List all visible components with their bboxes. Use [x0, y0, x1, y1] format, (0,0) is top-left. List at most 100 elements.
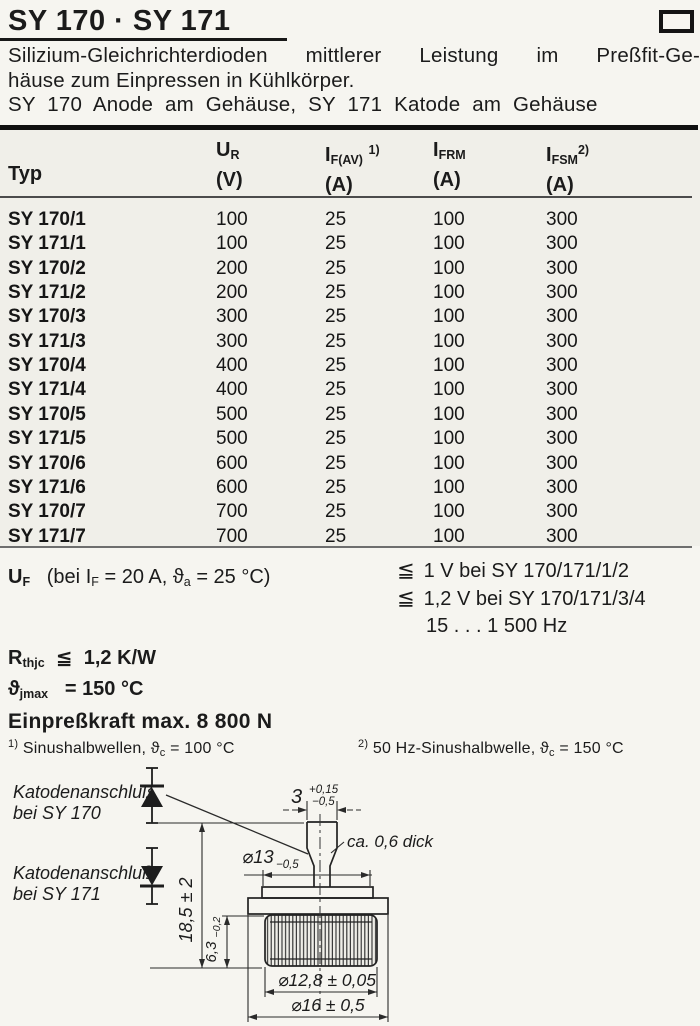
cell-typ: SY 171/1	[8, 233, 86, 255]
subscript: FSM	[551, 153, 578, 167]
cell-ifav: 25	[325, 379, 347, 401]
subscript: R	[230, 148, 240, 162]
cell-ur: 500	[216, 403, 248, 425]
cell-ifrm: 100	[433, 379, 465, 401]
cell-typ: SY 170/3	[8, 306, 86, 328]
cell-ur: 100	[216, 209, 248, 230]
cell-ifrm: 100	[433, 525, 465, 547]
cell-ur: 700	[216, 501, 248, 523]
footnote-text: Sinushalbwellen,	[22, 740, 147, 757]
subscript: F(AV)	[330, 153, 363, 167]
uf-eq2: = 25 °C)	[196, 566, 271, 588]
dimension-disc-diameter	[244, 870, 372, 886]
case-outline-icon	[659, 10, 694, 33]
cell-typ: SY 171/7	[8, 525, 86, 547]
cell-ifsm: 300	[546, 355, 578, 377]
package-drawing: Katodenanschluß bei SY 170 Katodenanschl…	[13, 767, 434, 1022]
cell-ifrm: 100	[433, 306, 465, 328]
uf-symbol: U	[8, 566, 23, 588]
dim-disc-diameter-tol: −0,5	[276, 859, 299, 871]
cell-ur: 200	[216, 257, 248, 279]
cell-ur: 600	[216, 476, 248, 498]
uf-limit-text: 1,2 V bei SY 170/171/3/4	[423, 588, 646, 610]
cell-ifrm: 100	[433, 209, 465, 230]
leq-symbol: ≦	[397, 587, 415, 610]
cell-ifrm: 100	[433, 257, 465, 279]
dimension-flange-diameter	[247, 915, 389, 1022]
cell-typ: SY 171/3	[8, 330, 86, 352]
cathode-label-sy170-line1: Katodenanschluß	[13, 782, 153, 802]
table-row: SY 170/2 200 25 100 300	[0, 258, 700, 282]
cell-ur: 100	[216, 233, 248, 255]
thickness-note: ca. 0,6 dick	[347, 832, 434, 851]
tjmax-spec: ϑjmax = 150 °C	[8, 678, 143, 701]
dim-tab-width-tol-plus: +0,15	[309, 784, 339, 796]
unit: (A)	[325, 174, 353, 196]
cathode-label-sy170-line2: bei SY 170	[13, 803, 101, 823]
table-row: SY 171/1 100 25 100 300	[0, 233, 700, 257]
table-row: SY 170/1 100 25 100 300	[0, 209, 700, 233]
footnote-text: 50 Hz-Sinushalbwelle,	[372, 740, 536, 757]
cell-ifsm: 300	[546, 257, 578, 279]
cell-ifrm: 100	[433, 452, 465, 474]
cell-ifav: 25	[325, 525, 347, 547]
table-row: SY 170/5 500 25 100 300	[0, 404, 700, 428]
press-force-spec: Einpreßkraft max. 8 800 N	[8, 710, 273, 733]
cell-typ: SY 171/4	[8, 379, 86, 401]
cell-ifrm: 100	[433, 476, 465, 498]
header-rule	[0, 196, 692, 198]
cell-typ: SY 171/6	[8, 476, 86, 498]
thickness-leader	[330, 841, 345, 854]
leader-line	[165, 794, 309, 855]
cell-typ: SY 170/1	[8, 209, 86, 230]
cell-ifsm: 300	[546, 476, 578, 498]
cell-ifrm: 100	[433, 501, 465, 523]
cell-ifsm: 300	[546, 330, 578, 352]
cell-typ: SY 171/5	[8, 428, 86, 450]
cell-ur: 300	[216, 306, 248, 328]
table-row: SY 171/3 300 25 100 300	[0, 331, 700, 355]
cell-typ: SY 170/7	[8, 501, 86, 523]
cell-ur: 400	[216, 379, 248, 401]
footnote-ref: 1)	[368, 143, 380, 157]
table-row: SY 170/3 300 25 100 300	[0, 306, 700, 330]
cell-typ: SY 170/6	[8, 452, 86, 474]
rth-subscript: thjc	[22, 656, 45, 670]
footnote-ref: 2)	[577, 143, 590, 157]
table-row: SY 170/6 600 25 100 300	[0, 453, 700, 477]
cell-ifrm: 100	[433, 233, 465, 255]
cell-ifrm: 100	[433, 282, 465, 304]
device-outline	[247, 821, 389, 967]
table-background	[0, 130, 700, 546]
if-subscript: F	[91, 575, 99, 589]
table-row: SY 170/7 700 25 100 300	[0, 501, 700, 525]
cell-ifsm: 300	[546, 379, 578, 401]
table-top-rule	[0, 125, 698, 130]
symbol: U	[216, 139, 231, 161]
cell-ifav: 25	[325, 330, 347, 352]
table-bottom-rule	[0, 546, 692, 548]
equals-sign: =	[64, 678, 77, 700]
dimension-total-height	[150, 822, 304, 969]
title-underline	[0, 38, 287, 41]
table-row: SY 171/7 700 25 100 300	[0, 526, 700, 550]
rth-symbol: R	[8, 647, 23, 669]
unit: (A)	[546, 174, 574, 196]
table-row: SY 171/6 600 25 100 300	[0, 477, 700, 501]
cell-ifav: 25	[325, 306, 347, 328]
theta-symbol: ϑ	[172, 566, 184, 588]
dim-flange-diameter-value: ⌀16 ± 0,5	[291, 995, 365, 1015]
cell-typ: SY 171/2	[8, 282, 86, 304]
dim-knurl-length-value: 6,3	[203, 941, 220, 963]
description-line: häuse zum Einpressen in Kühlkörper.	[8, 69, 355, 92]
cell-ifsm: 300	[546, 209, 578, 230]
cathode-label-sy171-line2: bei SY 171	[13, 884, 101, 904]
dimension-knurl-length	[222, 915, 264, 968]
subscript: FRM	[438, 148, 466, 162]
rth-value: 1,2 K/W	[83, 647, 156, 669]
footnote-value: = 100 °C	[170, 740, 235, 757]
cell-ur: 300	[216, 330, 248, 352]
table-row: SY 170/4 400 25 100 300	[0, 355, 700, 379]
leq-symbol: ≦	[397, 559, 415, 582]
